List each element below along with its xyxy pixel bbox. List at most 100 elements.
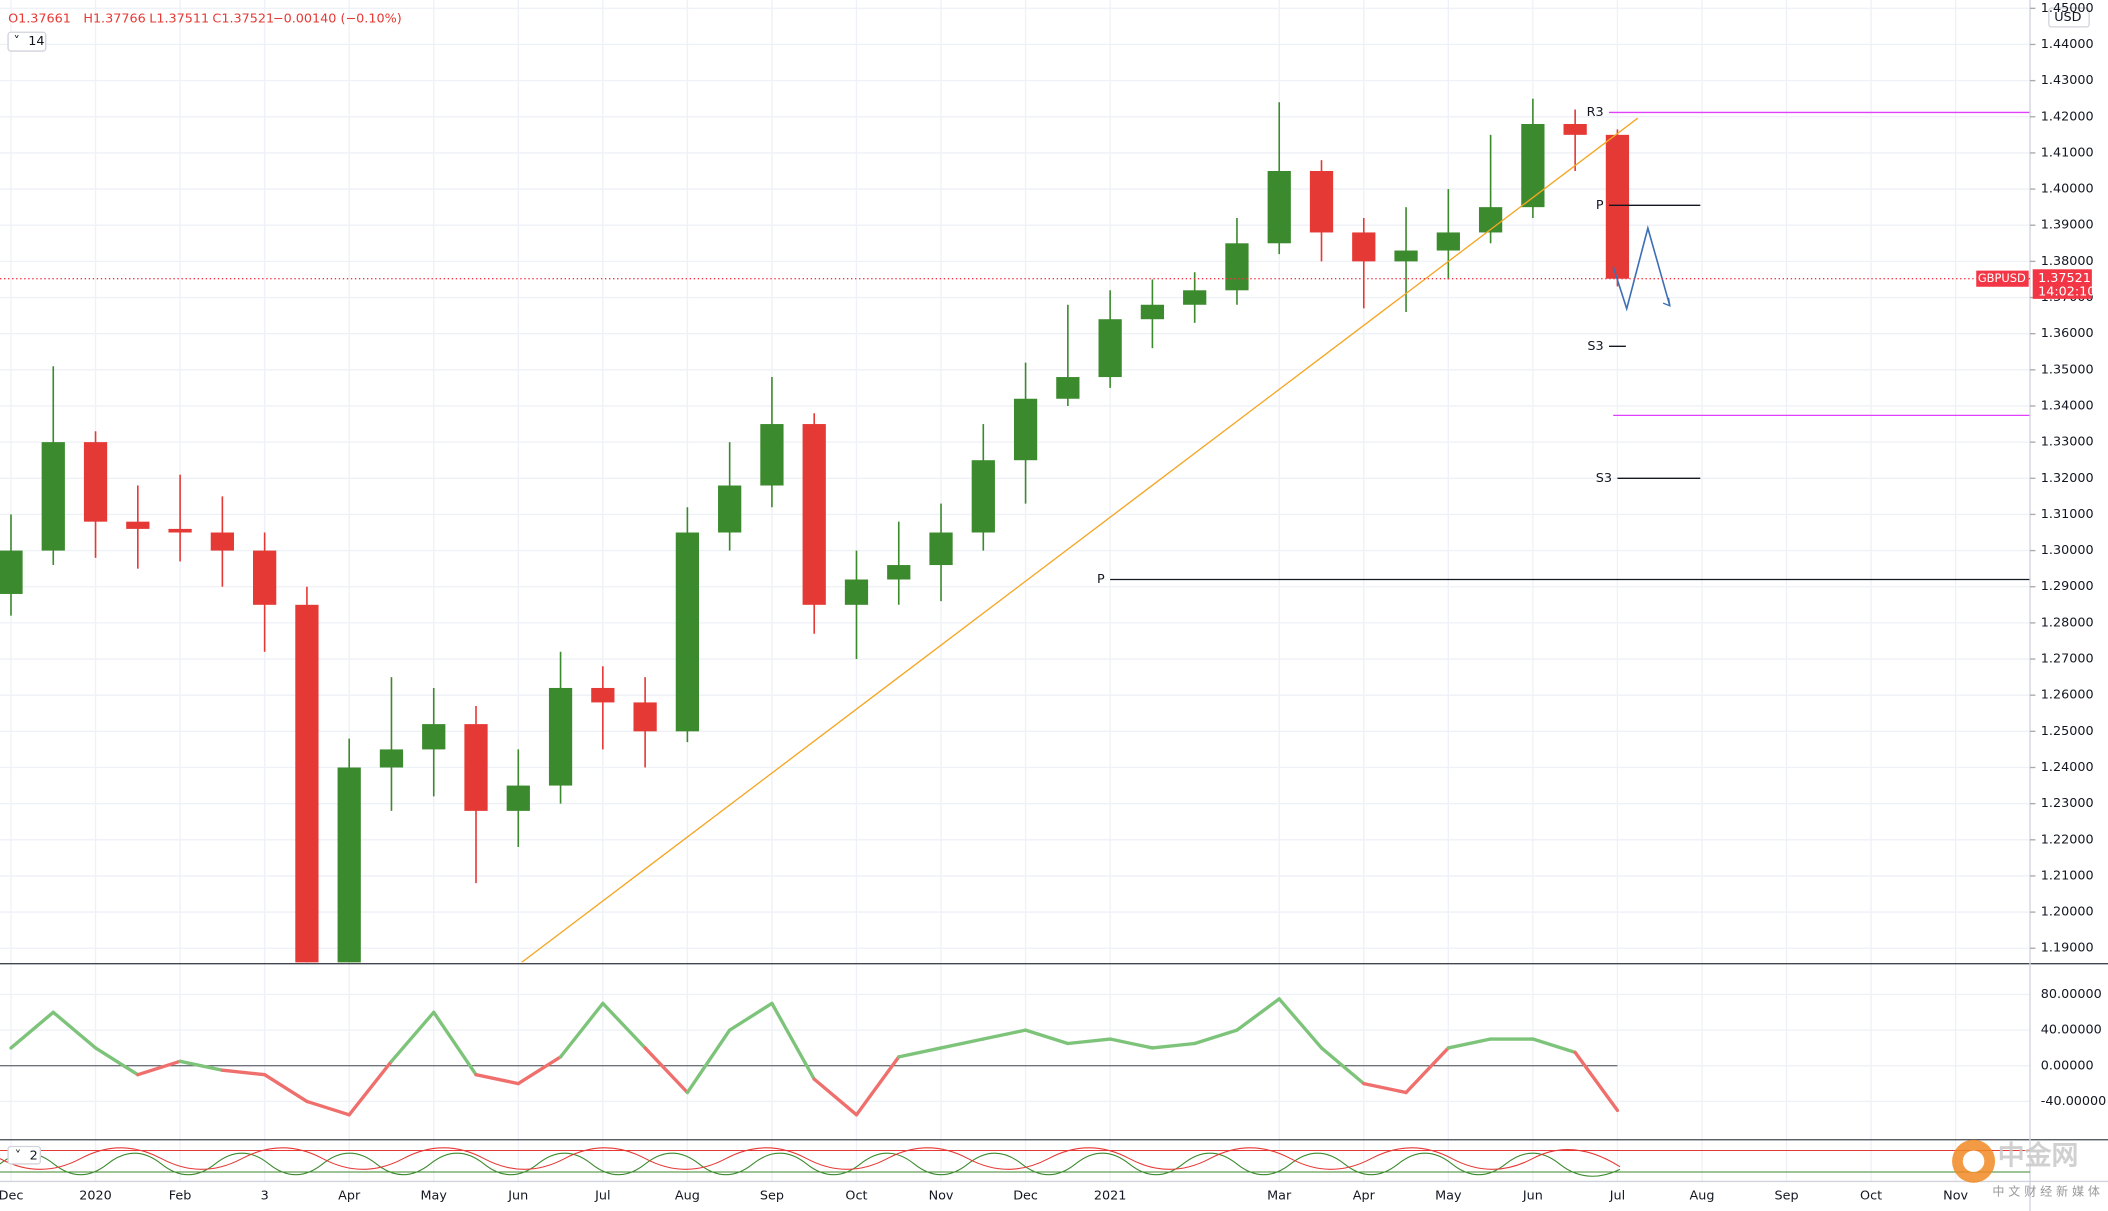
indicator-toggle[interactable]: [7, 31, 47, 52]
oscillator-segment: [1531, 1037, 1577, 1055]
x-tick-label: Jul: [1609, 1189, 1625, 1204]
x-tick-label: Aug: [675, 1189, 700, 1204]
x-tick-label: Mar: [1267, 1189, 1292, 1204]
chevron: ˅: [15, 1148, 21, 1163]
candle-body: [41, 442, 65, 551]
logo: [1962, 1150, 1985, 1173]
oscillator-segment: [1573, 1050, 1620, 1113]
x-tick-label: Nov: [1943, 1189, 1968, 1204]
oscillator-segment: [1235, 997, 1281, 1032]
oscillator-segment: [1066, 1037, 1112, 1046]
indicator-toggle[interactable]: [7, 1145, 42, 1165]
candle-body: [506, 785, 530, 811]
oscillator-pane: [0, 997, 1620, 1117]
candle-body: [1309, 170, 1334, 233]
y-tick-label: 1.32000: [2041, 471, 2094, 486]
y-tick-label: 1.27000: [2041, 652, 2094, 667]
x-tick-label: Sep: [1774, 1189, 1798, 1204]
x-tick-label: Jun: [1522, 1189, 1543, 1204]
symbol-tag: [1976, 270, 2029, 287]
oscillator-segment: [389, 1010, 436, 1063]
y-tick-label: 1.24000: [2041, 760, 2094, 775]
candle-body: [0, 550, 23, 594]
tagline: 中 文 财 经 新 媒 体: [1992, 1184, 2100, 1199]
y-tick-label: 1.29000: [2041, 579, 2094, 594]
oscillator-segment: [432, 1010, 478, 1077]
trendline: [521, 117, 1639, 963]
y-tick-label: 1.36000: [2041, 326, 2094, 341]
candle-body: [253, 550, 277, 605]
y-tick-label: 1.30000: [2041, 543, 2094, 558]
y-tick-label: 0.00000: [2041, 1058, 2094, 1073]
candle-body: [548, 687, 573, 786]
stochastic-pane: ˅ 2: [0, 1145, 2031, 1177]
oscillator-segment: [262, 1073, 309, 1104]
x-tick-label: Dec: [0, 1189, 23, 1204]
oscillator-segment: [51, 1010, 98, 1050]
oscillator-segment: [1362, 1081, 1408, 1095]
price-pane: R3 P S3 S3 P: [0, 98, 2031, 963]
oscillator-segment: [897, 1046, 943, 1059]
currency-button[interactable]: [2048, 7, 2090, 28]
y-tick-label: 80.00000: [2041, 987, 2102, 1002]
oscillator-segment: [1404, 1046, 1451, 1095]
x-tick-label: Dec: [1013, 1189, 1038, 1204]
candle-body: [1013, 398, 1038, 461]
x-tick-label: Nov: [929, 1189, 954, 1204]
ohlc-change: −0.00140 (−0.10%): [273, 11, 402, 26]
candle-body: [210, 532, 234, 551]
oscillator-segment: [770, 1001, 816, 1081]
y-tick-label: 1.25000: [2041, 724, 2094, 739]
price-tag: [2032, 269, 2092, 299]
x-tick-label: Apr: [338, 1189, 361, 1204]
y-tick-label: 1.38000: [2041, 254, 2094, 269]
currency: USD: [2054, 10, 2081, 25]
candle-body: [633, 702, 657, 732]
candle-body: [1521, 123, 1545, 208]
pivot-label: S3: [1596, 471, 1612, 486]
x-tick-label: Apr: [1353, 1189, 1376, 1204]
y-tick-label: 1.22000: [2041, 832, 2094, 847]
oscillator-segment: [1277, 997, 1324, 1050]
oscillator-segment: [1023, 1028, 1070, 1046]
candle-body: [83, 442, 108, 522]
oscillator-segment: [220, 1068, 267, 1077]
oscillator-segment: [981, 1028, 1028, 1041]
ohlc-close: C1.37521: [212, 11, 274, 26]
candle-body: [337, 767, 361, 963]
candle-body: [1394, 250, 1418, 262]
candle-body: [1183, 290, 1207, 305]
candle-body: [126, 521, 150, 529]
x-tick-label: Jun: [507, 1189, 528, 1204]
x-tick-label: Sep: [760, 1189, 784, 1204]
legend-header: O1.37661 H1.37766 L1.37511 C1.37521 −0.0…: [7, 7, 2090, 52]
x-tick-label: Oct: [1860, 1189, 1882, 1204]
oscillator-segment: [939, 1037, 985, 1050]
candle-body: [1605, 134, 1630, 279]
brand: 中金网: [1998, 1140, 2079, 1172]
oscillator-segment: [516, 1055, 563, 1086]
chevron: ˅: [13, 34, 19, 49]
y-tick-label: 1.43000: [2041, 73, 2094, 88]
oscillator-segment: [685, 1028, 732, 1095]
candle-body: [844, 579, 869, 605]
watermark: 中金网 中 文 财 经 新 媒 体: [1952, 1140, 2100, 1199]
stoch-d: [0, 1147, 1621, 1170]
y-tick-label: 1.26000: [2041, 688, 2094, 703]
y-tick-label: 1.42000: [2041, 109, 2094, 124]
ohlc-low: L1.37511: [149, 11, 209, 26]
y-tick-label: 1.19000: [2041, 941, 2094, 956]
ohlc-open: O1.37661: [8, 11, 71, 26]
oscillator-segment: [1192, 1028, 1239, 1046]
y-tick-label: 1.35000: [2041, 362, 2094, 377]
pivot-label: P: [1596, 198, 1604, 213]
pivot-label: S3: [1587, 339, 1603, 354]
candle-body: [887, 565, 911, 580]
oscillator-segment: [1446, 1037, 1493, 1050]
candle-body: [1098, 319, 1122, 378]
y-tick-label: 1.34000: [2041, 398, 2094, 413]
candle-body: [929, 532, 953, 566]
stoch-k: [0, 1152, 1621, 1177]
candle-body: [1436, 232, 1460, 251]
